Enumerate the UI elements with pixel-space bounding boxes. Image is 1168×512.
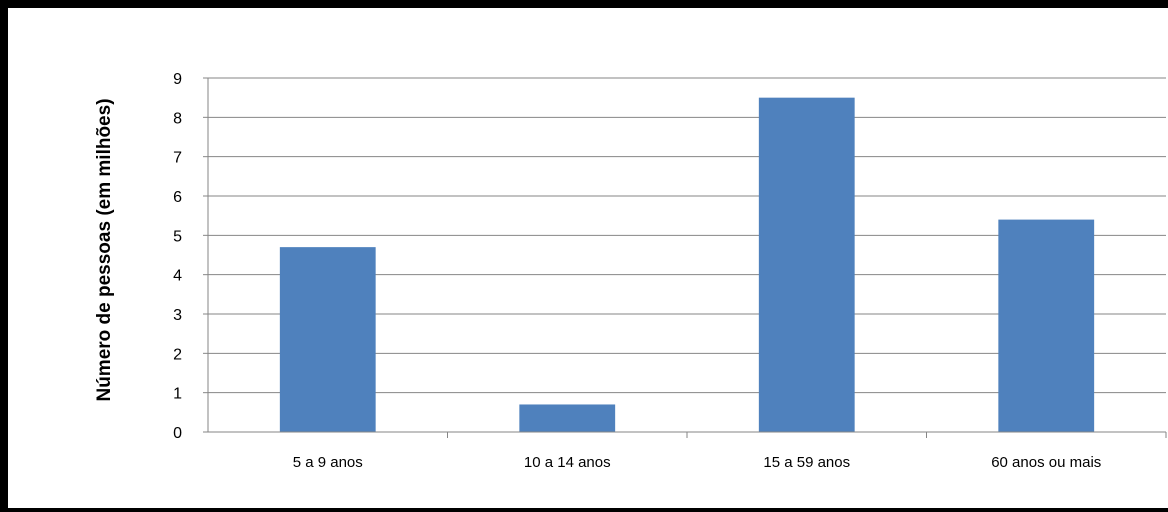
y-axis-title: Número de pessoas (em milhões)	[94, 98, 115, 401]
y-tick-label: 5	[173, 228, 182, 245]
y-tick-label: 3	[173, 307, 182, 324]
x-tick-label: 5 a 9 anos	[293, 454, 363, 471]
bar-3	[758, 97, 855, 433]
x-tick-labels: 5 a 9 anos 10 a 14 anos 15 a 59 anos 60 ano…	[293, 454, 1102, 471]
y-tick-label: 6	[173, 189, 182, 206]
bar-1	[279, 247, 376, 432]
bar-2	[519, 404, 616, 432]
y-tick-labels: 0 1 2 3 4 5 6 7 8 9	[173, 71, 182, 442]
y-tick-label: 7	[173, 150, 182, 167]
y-tick-label: 1	[173, 386, 182, 403]
y-tick-label: 0	[173, 425, 182, 442]
bar-4	[998, 219, 1095, 432]
x-tick-label: 10 a 14 anos	[524, 454, 611, 471]
x-tick-label: 15 a 59 anos	[763, 454, 850, 471]
bars	[279, 97, 1095, 433]
axes	[203, 77, 1167, 438]
x-tick-label: 60 anos ou mais	[991, 454, 1101, 471]
y-tick-label: 8	[173, 110, 182, 127]
y-tick-label: 4	[173, 268, 182, 285]
y-tick-label: 9	[173, 71, 182, 88]
y-tick-label: 2	[173, 346, 182, 363]
